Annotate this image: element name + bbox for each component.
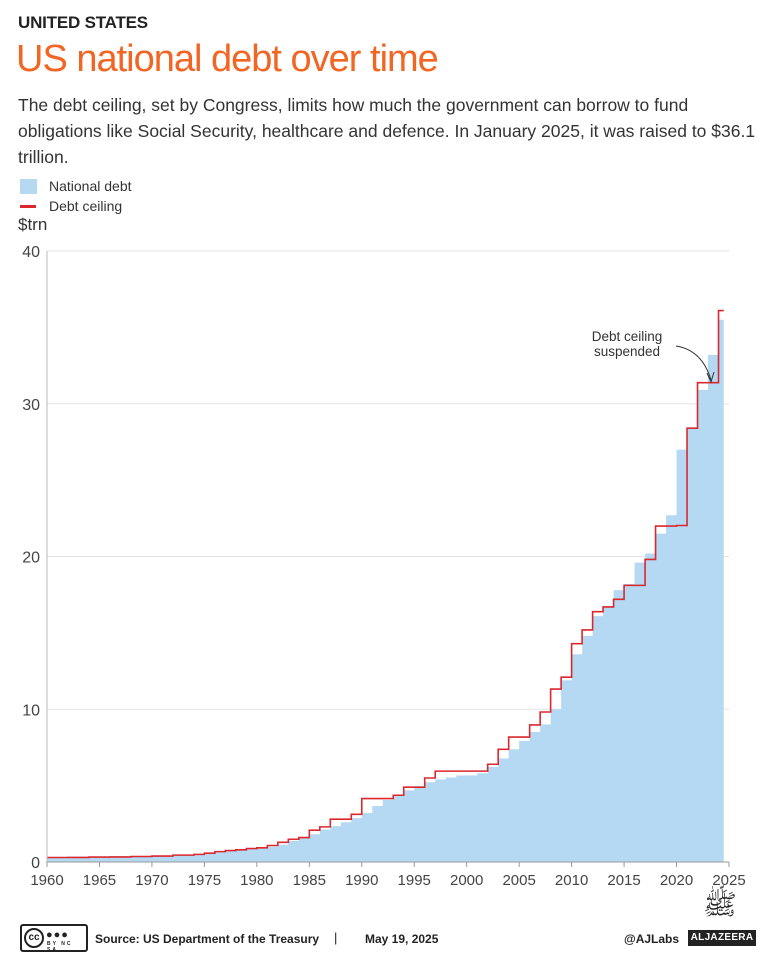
- x-tick-label-2025: 2025: [712, 872, 745, 889]
- legend-swatch-national-debt: [20, 178, 37, 194]
- publish-date: May 19, 2025: [365, 932, 439, 946]
- page-subtitle: The debt ceiling, set by Congress, limit…: [18, 95, 756, 167]
- y-tick-label-10: 10: [22, 702, 40, 719]
- y-tick-label-20: 20: [22, 550, 40, 567]
- cc-logo-icon: cc: [24, 928, 44, 948]
- series-national-debt-area: [47, 319, 724, 862]
- annotation-label-line-1: Debt ceiling: [592, 329, 663, 344]
- footer: cc ●●● BY NC SA Source: US Department of…: [0, 890, 770, 962]
- x-tick-label-1960: 1960: [30, 872, 63, 889]
- legend-item-debt-ceiling: Debt ceiling: [20, 196, 132, 216]
- footer-separator: |: [334, 930, 338, 945]
- x-tick-label-1990: 1990: [345, 872, 378, 889]
- series-debt-ceiling-line: [47, 309, 724, 859]
- aljazeera-logo: ALJAZEERA: [688, 930, 756, 946]
- aljazeera-emblem-icon: ﷺ: [703, 889, 737, 920]
- x-tick-label-2010: 2010: [555, 872, 588, 889]
- x-tick-label-1995: 1995: [398, 872, 431, 889]
- page-title: US national debt over time: [16, 38, 439, 80]
- cc-license-tags: BY NC SA: [47, 941, 73, 953]
- x-tick-label-1980: 1980: [240, 872, 273, 889]
- y-axis-unit-label: $trn: [18, 215, 47, 234]
- x-tick-label-1985: 1985: [293, 872, 326, 889]
- kicker-label: UNITED STATES: [18, 13, 148, 32]
- x-tick-label-1975: 1975: [188, 872, 221, 889]
- x-tick-label-2000: 2000: [450, 872, 483, 889]
- annotation-label-line-2: suspended: [594, 344, 660, 359]
- x-tick-label-1965: 1965: [83, 872, 116, 889]
- legend-label-debt-ceiling: Debt ceiling: [49, 198, 123, 214]
- x-tick-label-2020: 2020: [660, 872, 693, 889]
- annotation-arrow-line: [675, 345, 712, 381]
- x-tick-label-1970: 1970: [135, 872, 168, 889]
- legend-swatch-debt-ceiling: [20, 204, 36, 208]
- chart-legend: National debt Debt ceiling: [20, 176, 132, 216]
- y-tick-label-30: 30: [22, 397, 40, 414]
- source-note: Source: US Department of the Treasury: [95, 932, 320, 946]
- annotation-arrow-head-icon: [706, 371, 715, 384]
- cc-symbols-icon: ●●●: [46, 929, 69, 941]
- creative-commons-badge: cc ●●● BY NC SA: [20, 924, 88, 953]
- social-handle: @AJLabs: [624, 932, 680, 946]
- debt-chart: 0 10 20 30 40 $trn 1960 1965 1970 1975 1980 1985 199…: [18, 215, 746, 889]
- y-tick-label-40: 40: [22, 244, 40, 261]
- legend-label-national-debt: National debt: [49, 178, 132, 194]
- y-tick-label-0: 0: [31, 855, 40, 872]
- legend-item-national-debt: National debt: [20, 176, 132, 196]
- x-tick-label-2005: 2005: [502, 872, 535, 889]
- x-tick-label-2015: 2015: [607, 872, 640, 889]
